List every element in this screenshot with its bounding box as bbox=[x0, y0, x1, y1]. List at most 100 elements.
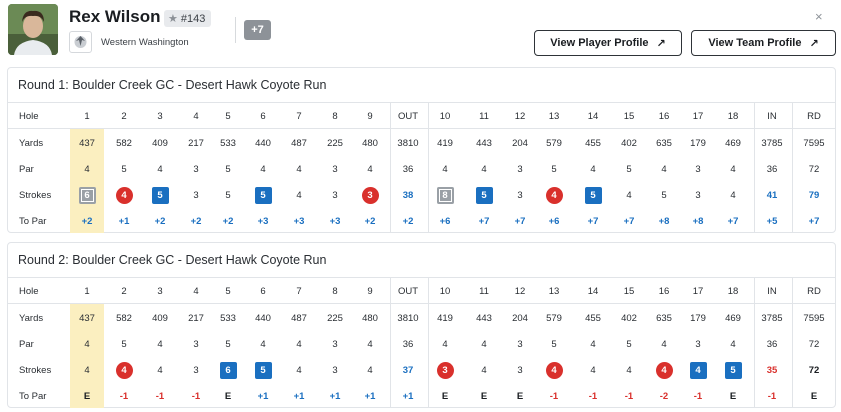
strokes-cell: 5 bbox=[143, 182, 177, 208]
strokes-value-bogey: 5 bbox=[475, 186, 493, 204]
player-header: Rex Wilson ★ #143 Western Washington +7 … bbox=[0, 0, 841, 62]
par-cell: 4 bbox=[730, 338, 736, 350]
close-icon[interactable]: × bbox=[815, 9, 823, 24]
to-par-cell: +7 bbox=[808, 215, 820, 227]
yards-cell: 3785 bbox=[761, 137, 783, 149]
par-cell: 4 bbox=[296, 338, 302, 350]
yards-cell: 440 bbox=[255, 312, 271, 324]
star-icon: ★ bbox=[168, 13, 178, 25]
strokes-cell: 79 bbox=[797, 182, 831, 208]
yards-cell: 204 bbox=[512, 137, 528, 149]
strokes-cell: 3 bbox=[179, 182, 213, 208]
strokes-value-birdie: 3 bbox=[436, 361, 454, 379]
header-row-divider bbox=[8, 303, 835, 304]
row-label-to-par: To Par bbox=[19, 390, 47, 402]
strokes-value-plain: 4 bbox=[367, 364, 373, 376]
to-par-cell: E bbox=[441, 390, 449, 402]
strokes-value-birdie: 4 bbox=[115, 186, 133, 204]
hole-header: 5 bbox=[225, 110, 231, 122]
to-par-cell: -1 bbox=[119, 390, 129, 402]
to-par-cell: E bbox=[480, 390, 488, 402]
strokes-cell: 4 bbox=[353, 357, 387, 383]
hole-header: 9 bbox=[367, 110, 373, 122]
strokes-value-plain: 5 bbox=[661, 189, 667, 201]
yards-cell: 179 bbox=[690, 137, 706, 149]
par-cell: 3 bbox=[332, 338, 338, 350]
to-par-cell: -1 bbox=[624, 390, 634, 402]
strokes-cell: 37 bbox=[391, 357, 425, 383]
par-cell: 36 bbox=[766, 338, 778, 350]
strokes-value-plain: 4 bbox=[84, 364, 90, 376]
to-par-cell: +2 bbox=[402, 215, 414, 227]
par-cell: 5 bbox=[225, 338, 231, 350]
strokes-cell: 4 bbox=[107, 357, 141, 383]
to-par-cell: +3 bbox=[329, 215, 341, 227]
hole-header: 16 bbox=[658, 110, 670, 122]
view-team-profile-button[interactable]: View Team Profile ↗ bbox=[691, 30, 836, 56]
to-par-cell: -1 bbox=[549, 390, 559, 402]
hole-header: 12 bbox=[514, 110, 526, 122]
to-par-cell: +6 bbox=[548, 215, 560, 227]
hole-header: 11 bbox=[479, 110, 489, 122]
to-par-cell: +2 bbox=[190, 215, 202, 227]
more-badge[interactable]: +7 bbox=[244, 20, 271, 40]
column-divider bbox=[792, 278, 793, 408]
hole-header: 12 bbox=[514, 285, 526, 297]
strokes-value-plain: 4 bbox=[157, 364, 163, 376]
yards-cell: 469 bbox=[725, 137, 741, 149]
to-par-cell: +7 bbox=[727, 215, 739, 227]
highlight-column bbox=[70, 129, 104, 233]
hole-header: 1 bbox=[84, 110, 90, 122]
strokes-value-plain: 4 bbox=[481, 364, 487, 376]
strokes-cell: 3 bbox=[318, 357, 352, 383]
yards-cell: 480 bbox=[362, 312, 378, 324]
to-par-cell: +2 bbox=[364, 215, 376, 227]
round-title: Round 1: Boulder Creek GC - Desert Hawk … bbox=[18, 78, 327, 92]
title-divider bbox=[8, 102, 835, 103]
view-player-profile-label: View Player Profile bbox=[550, 37, 649, 49]
highlight-column bbox=[70, 304, 104, 408]
yards-cell: 225 bbox=[327, 137, 343, 149]
hole-header: 17 bbox=[692, 285, 704, 297]
strokes-value-plain: 3 bbox=[193, 189, 199, 201]
par-cell: 5 bbox=[551, 163, 557, 175]
to-par-cell: E bbox=[516, 390, 524, 402]
round-1-scorecard: Round 1: Boulder Creek GC - Desert Hawk … bbox=[7, 67, 836, 233]
strokes-cell: 4 bbox=[70, 357, 104, 383]
strokes-value-birdie: 4 bbox=[545, 361, 563, 379]
par-cell: 4 bbox=[590, 163, 596, 175]
to-par-cell: -1 bbox=[767, 390, 777, 402]
par-cell: 4 bbox=[481, 163, 487, 175]
par-cell: 4 bbox=[157, 163, 163, 175]
par-cell: 4 bbox=[157, 338, 163, 350]
strokes-cell: 3 bbox=[503, 357, 537, 383]
strokes-cell: 3 bbox=[503, 182, 537, 208]
strokes-cell: 4 bbox=[716, 182, 750, 208]
hole-header: 2 bbox=[121, 285, 127, 297]
par-cell: 36 bbox=[402, 338, 414, 350]
yards-cell: 3785 bbox=[761, 312, 783, 324]
strokes-value-plain: 3 bbox=[332, 189, 338, 201]
strokes-cell: 4 bbox=[107, 182, 141, 208]
hole-header: 3 bbox=[157, 285, 163, 297]
yards-cell: 3810 bbox=[397, 312, 419, 324]
yards-cell: 579 bbox=[546, 137, 562, 149]
strokes-cell: 4 bbox=[282, 357, 316, 383]
hole-header: 11 bbox=[479, 285, 489, 297]
rank-value: #143 bbox=[180, 12, 206, 25]
hole-header: OUT bbox=[397, 110, 419, 122]
strokes-value-birdie: 4 bbox=[545, 186, 563, 204]
view-player-profile-button[interactable]: View Player Profile ↗ bbox=[534, 30, 682, 56]
strokes-total: 79 bbox=[808, 189, 820, 201]
round-title: Round 2: Boulder Creek GC - Desert Hawk … bbox=[18, 253, 327, 267]
column-divider bbox=[754, 278, 755, 408]
to-par-cell: +7 bbox=[587, 215, 599, 227]
yards-cell: 487 bbox=[291, 312, 307, 324]
par-cell: 3 bbox=[695, 163, 701, 175]
yards-cell: 469 bbox=[725, 312, 741, 324]
to-par-cell: +1 bbox=[118, 215, 130, 227]
strokes-value-dbl: 6 bbox=[78, 186, 96, 204]
par-cell: 4 bbox=[730, 163, 736, 175]
strokes-cell: 3 bbox=[179, 357, 213, 383]
strokes-cell: 5 bbox=[716, 357, 750, 383]
